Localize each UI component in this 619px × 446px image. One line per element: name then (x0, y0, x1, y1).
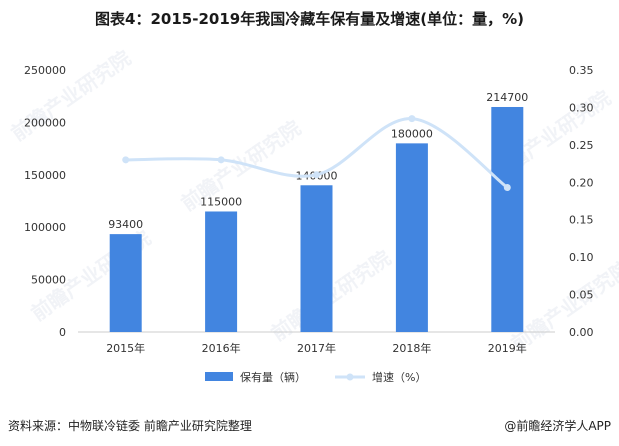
bar (491, 106, 524, 332)
legend-label: 增速（%） (372, 370, 426, 384)
growth-point (408, 115, 416, 123)
y-right-tick-label: 0.15 (569, 214, 594, 227)
y-left-tick-label: 150000 (24, 169, 66, 182)
y-left-tick-label: 200000 (24, 116, 66, 129)
bar-value-label: 93400 (108, 218, 143, 231)
bar (300, 185, 333, 332)
bar-value-label: 180000 (391, 127, 433, 140)
bar-value-label: 115000 (200, 195, 242, 208)
growth-point (122, 156, 130, 164)
y-left-tick-label: 0 (59, 326, 66, 339)
growth-point (217, 156, 225, 164)
growth-point (503, 184, 511, 192)
legend-swatch-point (346, 373, 354, 381)
x-tick-label: 2018年 (392, 341, 431, 355)
x-tick-label: 2019年 (488, 341, 527, 355)
y-left-tick-label: 50000 (31, 274, 66, 287)
x-tick-label: 2017年 (297, 341, 336, 355)
growth-line (125, 117, 509, 189)
legend-swatch-bar (205, 372, 233, 381)
y-right-tick-label: 0.05 (569, 289, 594, 302)
legend-label: 保有量（辆） (240, 370, 306, 384)
y-right-tick-label: 0.35 (569, 64, 594, 77)
x-tick-label: 2016年 (202, 341, 241, 355)
y-right-tick-label: 0.25 (569, 139, 594, 152)
y-right-tick-label: 0.30 (569, 101, 594, 114)
y-right-tick-label: 0.00 (569, 326, 594, 339)
brand-credit: @前瞻经济学人APP (504, 419, 611, 433)
y-right-tick-label: 0.10 (569, 251, 594, 264)
bar (109, 234, 142, 332)
chart-title: 图表4：2015-2019年我国冷藏车保有量及增速(单位：量，%) (95, 10, 524, 28)
bar (395, 143, 428, 332)
x-tick-label: 2015年 (106, 341, 145, 355)
bar-value-label: 214700 (486, 91, 528, 104)
y-right-tick-label: 0.20 (569, 176, 594, 189)
y-left-tick-label: 100000 (24, 221, 66, 234)
source-note: 资料来源：中物联冷链委 前瞻产业研究院整理 (8, 419, 252, 433)
bar (205, 211, 238, 332)
y-left-tick-label: 250000 (24, 64, 66, 77)
growth-point (313, 171, 320, 179)
